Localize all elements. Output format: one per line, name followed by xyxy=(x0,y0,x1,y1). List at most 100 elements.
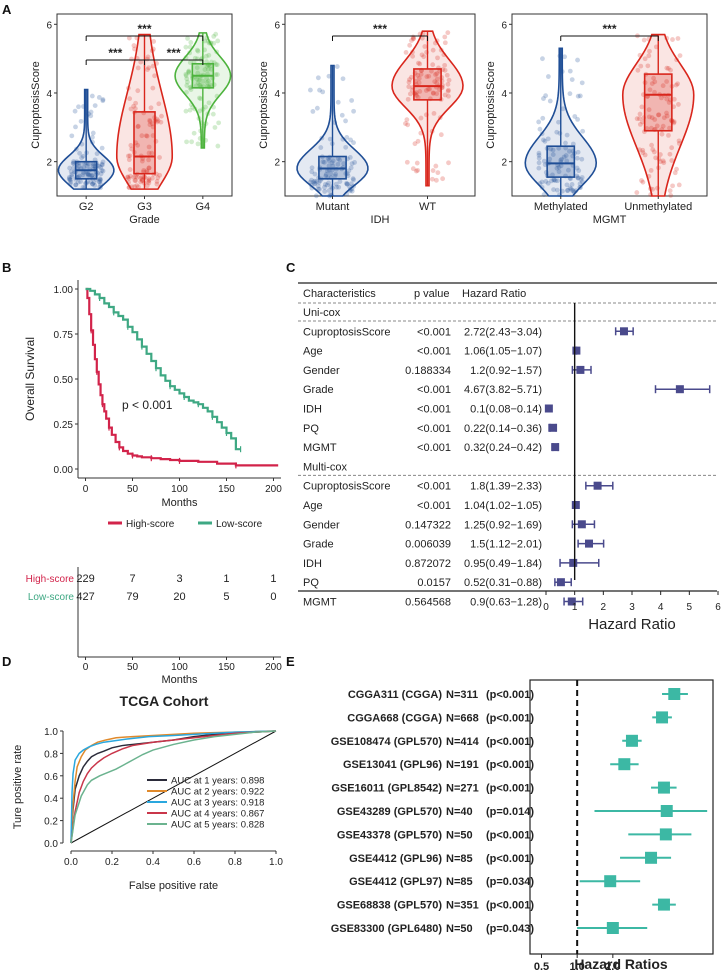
hr-point xyxy=(657,781,670,794)
jitter-point xyxy=(667,125,672,131)
jitter-point xyxy=(71,159,77,164)
jitter-point xyxy=(417,31,423,37)
jitter-point xyxy=(326,73,332,79)
jitter-point xyxy=(84,163,90,169)
jitter-point xyxy=(145,67,150,72)
jitter-point xyxy=(183,108,189,114)
jitter-point xyxy=(204,80,210,85)
jitter-point xyxy=(77,150,83,156)
jitter-point xyxy=(90,134,95,140)
risk-count: 427 xyxy=(76,591,94,603)
jitter-point xyxy=(564,158,570,164)
jitter-point xyxy=(419,35,425,41)
jitter-point xyxy=(641,37,647,43)
jitter-point xyxy=(551,187,556,192)
jitter-point xyxy=(308,182,314,188)
jitter-point xyxy=(85,172,91,178)
jitter-point xyxy=(69,174,75,179)
y-tick-label: 0.25 xyxy=(54,420,74,431)
row-p-value: 0.188334 xyxy=(405,365,451,377)
jitter-point xyxy=(150,63,156,69)
jitter-point xyxy=(579,156,585,162)
jitter-point xyxy=(405,122,411,128)
jitter-point xyxy=(141,167,147,173)
cohort-n: N=668 xyxy=(446,712,479,724)
jitter-point xyxy=(559,156,565,162)
cohort-n: N=414 xyxy=(446,736,480,748)
risk-table-xlabel: Months xyxy=(161,674,198,686)
jitter-point xyxy=(434,71,440,77)
jitter-point xyxy=(565,187,571,193)
jitter-point xyxy=(639,178,644,183)
jitter-point xyxy=(575,117,580,122)
jitter-point xyxy=(70,161,76,166)
jitter-point xyxy=(418,130,424,136)
jitter-point xyxy=(100,98,106,104)
jitter-point xyxy=(433,163,439,169)
jitter-point xyxy=(313,193,319,199)
y-tick-label: 1.00 xyxy=(54,285,74,296)
jitter-point xyxy=(146,165,152,171)
row-p-value: <0.001 xyxy=(417,384,451,396)
significance-label: *** xyxy=(108,46,122,60)
jitter-point xyxy=(132,184,137,190)
row-characteristic: Grade xyxy=(303,384,334,396)
x-tick-label: 50 xyxy=(127,662,139,673)
jitter-point xyxy=(216,120,222,126)
jitter-point xyxy=(146,176,152,182)
cohort-n: N=40 xyxy=(446,806,473,818)
jitter-point xyxy=(337,157,343,163)
jitter-point xyxy=(197,108,203,114)
row-p-value: <0.001 xyxy=(417,346,451,358)
jitter-point xyxy=(186,68,192,74)
y-tick-label: 0.0 xyxy=(44,839,58,850)
section-title: Multi-cox xyxy=(303,461,348,473)
jitter-point xyxy=(651,149,657,155)
jitter-point xyxy=(660,83,666,89)
y-tick-label: 0.2 xyxy=(44,817,58,828)
x-tick-label: Methylated xyxy=(534,201,588,213)
hr-point xyxy=(585,539,593,548)
cohort-label: GSE4412 (GPL97) xyxy=(349,876,442,888)
jitter-point xyxy=(100,159,106,165)
jitter-point xyxy=(344,181,350,187)
jitter-point xyxy=(674,166,679,172)
jitter-point xyxy=(410,166,416,172)
hr-point xyxy=(619,327,628,336)
jitter-point xyxy=(319,135,325,141)
jitter-point xyxy=(339,112,345,118)
legend-label: High-score xyxy=(126,519,175,530)
panel-c-forest: Characteristics p value Hazard Ratio Uni-co… xyxy=(298,282,721,633)
jitter-point xyxy=(650,186,656,192)
jitter-point xyxy=(434,80,440,86)
jitter-point xyxy=(414,160,420,166)
jitter-point xyxy=(413,90,419,96)
jitter-point xyxy=(132,106,138,111)
jitter-point xyxy=(322,189,328,194)
jitter-point xyxy=(72,108,78,114)
jitter-point xyxy=(434,38,440,44)
jitter-point xyxy=(320,89,326,95)
row-p-value: 0.0157 xyxy=(417,577,451,589)
jitter-point xyxy=(198,128,204,134)
jitter-point xyxy=(144,168,150,174)
x-tick-label: 4 xyxy=(658,602,664,613)
jitter-point xyxy=(326,188,332,193)
jitter-point xyxy=(183,44,189,50)
jitter-point xyxy=(555,178,561,184)
jitter-point xyxy=(550,147,556,153)
jitter-point xyxy=(539,179,545,185)
jitter-point xyxy=(78,179,83,184)
jitter-point xyxy=(215,72,220,77)
jitter-point xyxy=(154,116,160,122)
jitter-point xyxy=(330,163,336,169)
jitter-point xyxy=(97,176,103,182)
jitter-point xyxy=(647,87,653,93)
cohort-p: (p<0.001) xyxy=(486,783,534,795)
jitter-point xyxy=(578,185,583,190)
jitter-point xyxy=(579,179,585,185)
cohort-p: (p=0.043) xyxy=(486,923,534,935)
jitter-point xyxy=(578,177,584,182)
jitter-point xyxy=(571,188,576,194)
jitter-point xyxy=(433,40,438,46)
